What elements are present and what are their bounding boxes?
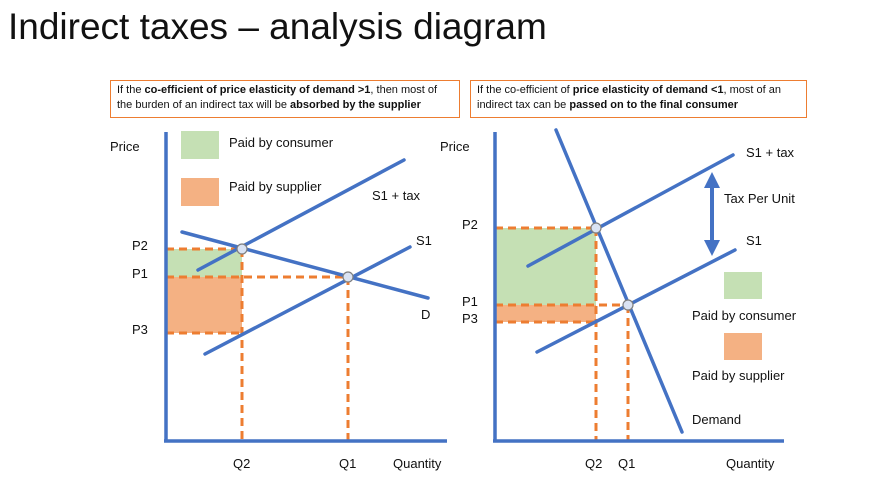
right-supply-tax-label: S1 + tax [746,145,795,160]
right-q2-label: Q2 [585,456,602,471]
left-supply-label: S1 [416,233,432,248]
left-tax-equilibrium-point [236,243,248,255]
right-demand-curve [554,128,684,434]
right-p1-label: P1 [462,294,478,309]
left-legend-consumer-label: Paid by consumer [229,135,334,150]
right-original-equilibrium-point [622,299,634,311]
left-demand-label: D [421,307,430,322]
slide-title: Indirect taxes – analysis diagram [8,6,547,47]
left-legend-supplier-label: Paid by supplier [229,179,322,194]
note-left-bold-1: co-efficient of price elasticity of dema… [144,84,371,96]
right-legend-consumer-label: Paid by consumer [692,308,797,323]
right-legend-consumer-swatch [724,272,762,299]
right-legend-supplier-label: Paid by supplier [692,368,785,383]
note-right-text-2: , most of an indirect tax can be [477,84,781,111]
note-left-bold-2: absorbed by the supplier [290,99,421,111]
note-right-bold-2: passed on to the final consumer [569,99,739,111]
right-quantity-axis-label: Quantity [726,456,775,471]
left-supply-tax-label: S1 + tax [372,188,421,203]
elastic-demand-diagram: Price Quantity P2 P1 P3 Q2 Q1 S1 + tax S… [110,131,447,471]
note-right-text-1: If the co-efficient of [477,84,573,96]
inelastic-demand-diagram: Price Quantity P2 P1 P3 Q2 Q1 S1 + tax S… [440,128,797,471]
left-p1-label: P1 [132,266,148,281]
left-supply-tax-curve [196,158,406,272]
note-right-bold-1: price elasticity of demand <1 [572,84,724,96]
left-legend-supplier-swatch [181,178,219,206]
right-supplier-area [495,305,596,322]
left-p2-label: P2 [132,238,148,253]
tax-per-unit-label: Tax Per Unit [724,191,795,206]
right-tax-equilibrium-point [590,222,602,234]
left-quantity-axis-label: Quantity [393,456,442,471]
right-supply-label: S1 [746,233,762,248]
right-q1-label: Q1 [618,456,635,471]
left-q2-label: Q2 [233,456,250,471]
right-p2-label: P2 [462,217,478,232]
note-elastic-demand: If the co-efficient of price elasticity … [110,80,460,118]
left-q1-label: Q1 [339,456,356,471]
left-price-axis-label: Price [110,139,140,154]
right-supply-curve [535,248,737,354]
right-consumer-area [495,228,596,305]
left-p3-label: P3 [132,322,148,337]
left-legend-consumer-swatch [181,131,219,159]
note-inelastic-demand: If the co-efficient of price elasticity … [470,80,807,118]
right-supply-tax-curve [526,153,735,268]
left-demand-curve [180,230,430,300]
right-p3-label: P3 [462,311,478,326]
left-supply-curve [203,245,412,356]
left-supplier-area [166,277,242,333]
right-price-axis-label: Price [440,139,470,154]
note-left-text-2: , then most of the burden of an indirect… [117,84,438,111]
note-left-text-1: If the [117,84,145,96]
right-demand-label: Demand [692,412,741,427]
right-legend-supplier-swatch [724,333,762,360]
left-original-equilibrium-point [342,271,354,283]
